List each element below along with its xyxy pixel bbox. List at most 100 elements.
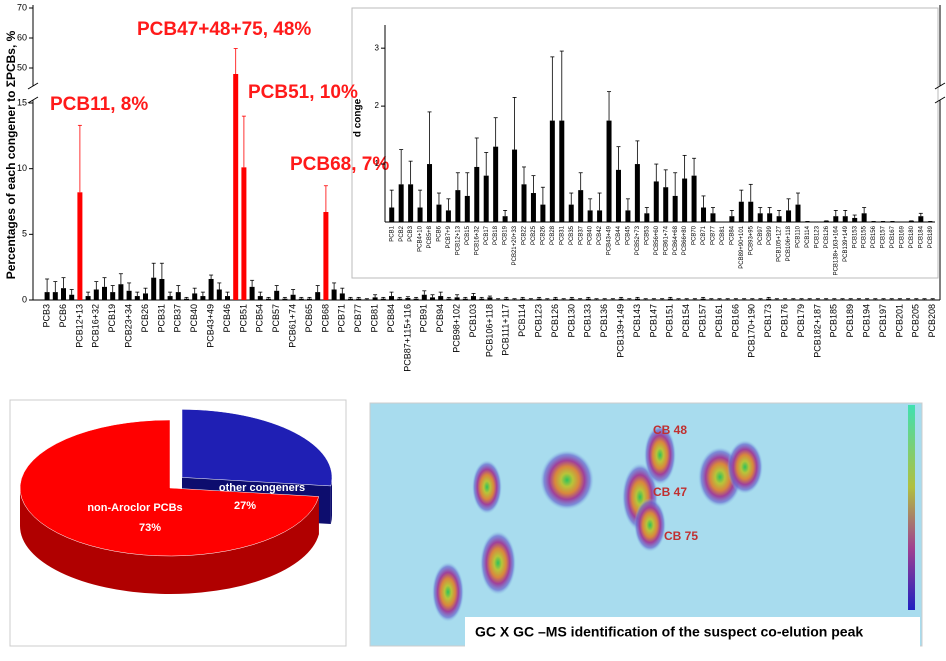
x-tick-label: PCB40 — [189, 304, 199, 333]
x-tick-label: PCB4+10 — [418, 225, 424, 252]
bar — [927, 221, 933, 222]
x-tick-label: PCB189 — [928, 225, 934, 248]
bar — [44, 292, 50, 300]
bar — [364, 299, 370, 300]
bar — [848, 299, 854, 300]
x-tick-label: PCB54 — [255, 304, 265, 333]
bar — [512, 299, 517, 300]
x-tick-label: PCB84 — [386, 304, 396, 333]
x-tick-label: PCB3 — [408, 225, 414, 241]
x-tick-label: PCB103 — [468, 304, 478, 338]
pie-label: non-Aroclor PCBs — [87, 502, 182, 514]
bar — [483, 175, 489, 222]
x-tick-label: PCB89+90+101 — [739, 225, 745, 268]
x-tick-label: PCB37 — [578, 225, 584, 245]
x-tick-label: PCB16+32 — [474, 225, 480, 255]
bar — [408, 184, 414, 222]
x-tick-label: PCB3 — [41, 304, 51, 328]
x-tick-label: PCB84 — [729, 225, 735, 245]
bar — [815, 299, 821, 300]
y-tick-label: 1 — [375, 159, 380, 168]
bar — [331, 289, 337, 300]
x-tick-label: PCB42 — [597, 225, 603, 245]
pie-side — [20, 488, 319, 594]
bar — [897, 299, 903, 300]
bar — [905, 299, 911, 300]
x-tick-label: PCB44 — [616, 225, 622, 245]
bar — [663, 187, 669, 222]
bar — [348, 298, 353, 300]
bar — [922, 299, 927, 300]
bar — [438, 296, 444, 300]
pie-value-label: 73% — [139, 522, 161, 534]
bar — [417, 207, 423, 222]
x-tick-label: PCB12+13 — [455, 225, 461, 255]
x-tick-label: PCB106+118 — [786, 225, 792, 261]
bar — [708, 299, 714, 300]
bar — [502, 216, 508, 222]
y-tick-label: 10 — [17, 163, 27, 173]
bar — [257, 296, 263, 300]
x-tick-label: PCB35 — [569, 225, 575, 245]
bar — [540, 204, 546, 222]
bar — [913, 299, 919, 300]
x-tick-label: PCB19 — [107, 304, 117, 333]
x-tick-label: PCB71 — [337, 304, 347, 333]
bar — [618, 298, 624, 300]
bar — [767, 213, 773, 222]
x-tick-label: PCB114 — [805, 225, 811, 248]
bar — [625, 210, 631, 222]
annotation: PCB47+48+75, 48% — [137, 19, 311, 40]
x-tick-label: PCB31 — [156, 304, 166, 333]
bar — [495, 299, 501, 300]
bar — [748, 201, 754, 222]
y-axis-label: Percentages of each congener to ΣPCBs, % — [4, 30, 18, 279]
bar — [493, 146, 499, 222]
bar — [559, 120, 565, 222]
bar — [691, 175, 697, 222]
bar — [842, 216, 848, 222]
inset-y-label: d conge — [353, 98, 364, 137]
bar — [544, 299, 550, 300]
bar — [462, 298, 468, 300]
bar — [823, 220, 829, 222]
x-tick-label: PCB167 — [890, 225, 896, 248]
bar — [233, 74, 239, 300]
bar — [729, 216, 735, 222]
bar — [833, 216, 839, 222]
bar — [587, 210, 593, 222]
x-tick-label: PCB61+74 — [287, 304, 297, 348]
bar — [831, 299, 837, 300]
bar — [626, 299, 632, 300]
bar — [126, 290, 132, 300]
x-tick-label: PCB157 — [881, 225, 887, 248]
bar — [389, 296, 394, 300]
x-tick-label: PCB31 — [559, 225, 565, 245]
peak-label: CB 75 — [664, 529, 698, 543]
bar — [528, 299, 534, 300]
annotation: PCB68, 7% — [290, 154, 389, 175]
bar — [908, 220, 914, 222]
pie-slice — [181, 409, 333, 487]
x-tick-label: PCB143 — [632, 304, 642, 338]
x-tick-label: PCB184 — [918, 225, 924, 248]
x-tick-label: PCB77 — [353, 304, 363, 333]
bar — [585, 298, 591, 300]
x-tick-label: PCB110 — [796, 225, 802, 248]
x-tick-label: PCB51 — [238, 304, 248, 333]
bar — [192, 293, 198, 300]
x-tick-label: PCB77 — [711, 225, 717, 245]
bar — [701, 207, 707, 222]
x-tick-label: PCB5+8 — [427, 225, 433, 248]
caption: GC X GC –MS identification of the suspec… — [475, 624, 863, 640]
bar — [578, 190, 584, 222]
bar — [249, 286, 255, 300]
x-tick-label: PCB81 — [369, 304, 379, 333]
bar — [61, 288, 66, 300]
x-tick-label: PCB52+73 — [635, 225, 641, 255]
x-tick-label: PCB139+149 — [615, 304, 625, 358]
x-tick-label: PCB189 — [845, 304, 855, 338]
bar — [667, 298, 673, 300]
bar — [307, 298, 312, 300]
